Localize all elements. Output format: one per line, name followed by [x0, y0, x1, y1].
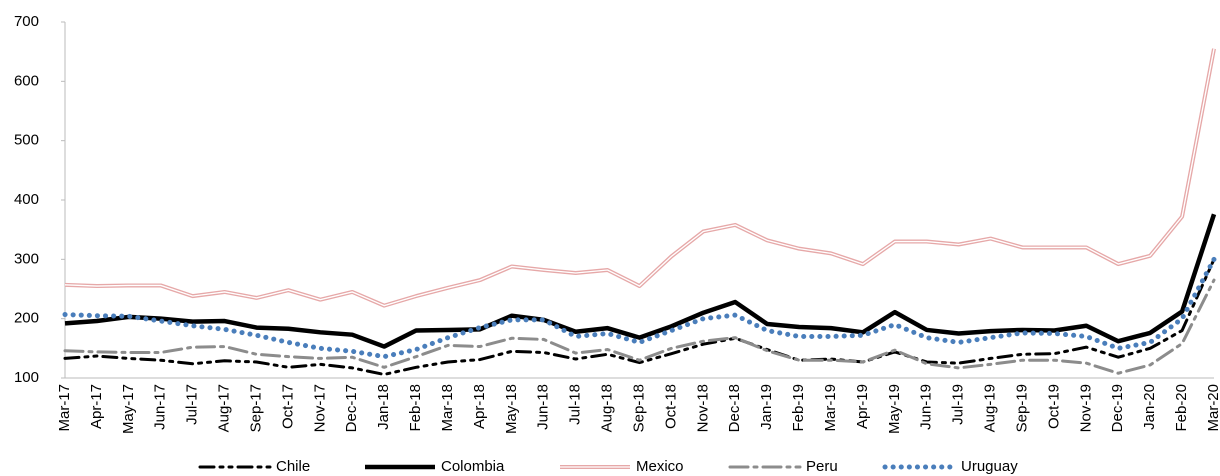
x-tick-label: Aug-18 — [599, 384, 616, 432]
x-tick-label: Sep-17 — [247, 384, 264, 432]
x-tick-label: Jan-20 — [1141, 384, 1158, 430]
y-tick-label: 500 — [14, 132, 39, 149]
x-tick-label: Jan-19 — [758, 384, 775, 430]
y-tick-label: 600 — [14, 72, 39, 89]
x-tick-label: May-18 — [503, 384, 520, 434]
x-tick-label: Jul-17 — [184, 384, 201, 425]
series-line — [62, 256, 1217, 360]
series-line — [63, 278, 1216, 375]
y-tick-label: 700 — [14, 13, 39, 30]
x-tick-label: Oct-18 — [662, 384, 679, 429]
x-tick-label: Nov-17 — [311, 384, 328, 432]
x-tick-label: Jan-18 — [375, 384, 392, 430]
x-tick-label: Jun-17 — [152, 384, 169, 430]
x-tick-label: Jul-18 — [567, 384, 584, 425]
x-tick-label: Sep-18 — [630, 384, 647, 432]
series-line — [64, 213, 1217, 349]
x-tick-label: May-19 — [886, 384, 903, 434]
x-tick-label: Apr-19 — [854, 384, 871, 429]
y-tick-label: 100 — [14, 369, 39, 386]
y-tick-label: 300 — [14, 250, 39, 267]
x-tick-label: Feb-20 — [1173, 384, 1190, 432]
x-tick-label: Mar-19 — [822, 384, 839, 432]
legend-label: Chile — [276, 458, 310, 475]
x-tick-label: Mar-20 — [1205, 384, 1220, 432]
x-tick-label: Feb-18 — [407, 384, 424, 432]
legend-label: Peru — [806, 458, 838, 475]
x-tick-label: Nov-18 — [694, 384, 711, 432]
legend-label: Mexico — [636, 458, 684, 475]
x-tick-label: Dec-19 — [1109, 384, 1126, 432]
y-tick-label: 200 — [14, 310, 39, 327]
x-tick-label: Jun-18 — [535, 384, 552, 430]
x-tick-label: Mar-18 — [439, 384, 456, 432]
series-line — [64, 48, 1216, 308]
x-tick-label: Feb-19 — [790, 384, 807, 432]
x-tick-label: Nov-19 — [1077, 384, 1094, 432]
x-tick-label: Jun-19 — [918, 384, 935, 430]
x-tick-label: Mar-17 — [56, 384, 73, 432]
x-tick-label: Jul-19 — [950, 384, 967, 425]
x-tick-label: Dec-18 — [726, 384, 743, 432]
y-tick-label: 400 — [14, 191, 39, 208]
x-tick-label: Oct-17 — [279, 384, 296, 429]
series-line — [63, 257, 1216, 376]
x-tick-label: Apr-17 — [88, 384, 105, 429]
x-tick-label: Oct-19 — [1045, 384, 1062, 429]
x-tick-label: Aug-17 — [216, 384, 233, 432]
series-line-inner — [64, 48, 1215, 307]
legend-label: Uruguay — [961, 458, 1018, 475]
x-tick-label: Aug-19 — [982, 384, 999, 432]
legend-label: Colombia — [441, 458, 505, 475]
x-tick-label: Dec-17 — [343, 384, 360, 432]
x-tick-label: May-17 — [120, 384, 137, 434]
x-tick-label: Apr-18 — [471, 384, 488, 429]
x-tick-label: Sep-19 — [1013, 384, 1030, 432]
